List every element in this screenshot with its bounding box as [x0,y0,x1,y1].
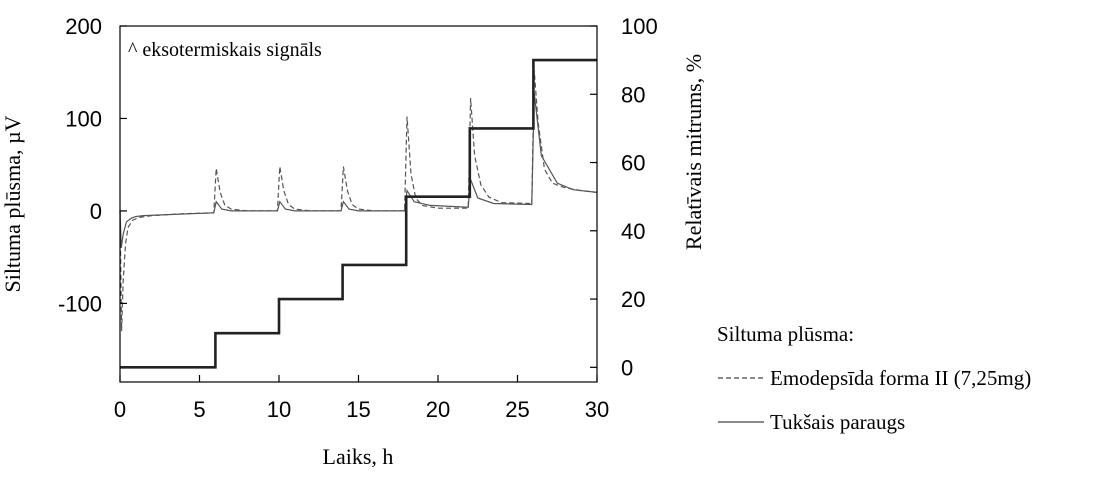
legend-title: Siltuma plūsma: [717,322,854,346]
series-line-0 [119,70,598,332]
y-axis-label-right: Relatīvais mitrums, % [681,54,706,250]
x-tick-label: 20 [426,397,450,422]
y-left-tick-label: -100 [58,291,102,316]
x-tick-label: 10 [267,397,291,422]
x-tick-label: 5 [193,397,205,422]
y-right-tick-label: 20 [621,287,645,312]
y-left-tick-label: 100 [65,106,102,131]
legend: Siltuma plūsma: Emodepsīda forma II (7,2… [717,322,1031,434]
x-tick-label: 30 [585,397,609,422]
legend-label-emodepsids: Emodepsīda forma II (7,25mg) [770,366,1031,390]
series-line-1 [119,92,598,248]
tick-layer: 0 5 10 15 20 25 30 -100 0 100 200 0 20 40 60 80 100 [58,14,658,422]
series-layer [119,58,598,369]
series-line-2 [120,58,597,369]
y-right-tick-label: 40 [621,219,645,244]
y-right-tick-label: 100 [621,14,658,39]
y-right-tick-label: 0 [621,355,633,380]
legend-label-tuksais: Tukšais paraugs [770,410,905,434]
y-right-tick-label: 60 [621,151,645,176]
annotation-text: ^ eksotermiskais signāls [128,39,322,61]
x-tick-label: 25 [505,397,529,422]
x-tick-label: 0 [114,397,126,422]
x-axis-label: Laiks, h [323,444,394,469]
y-left-tick-label: 0 [90,199,102,224]
y-left-tick-label: 200 [65,14,102,39]
y-axis-label-left: Siltuma plūsma, µV [0,115,25,292]
y-right-tick-label: 80 [621,82,645,107]
x-tick-label: 15 [346,397,370,422]
